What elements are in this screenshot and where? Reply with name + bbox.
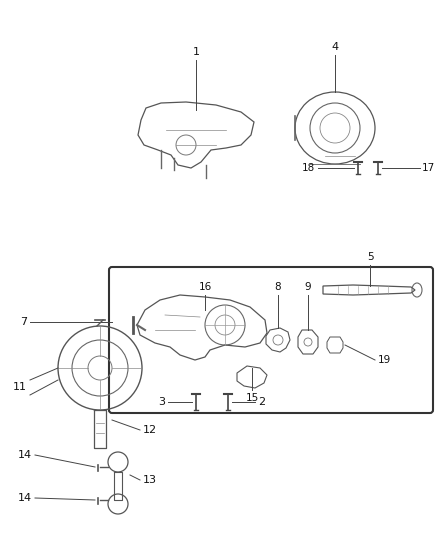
Text: 1: 1 (192, 47, 199, 57)
Text: 14: 14 (18, 450, 32, 460)
Text: 18: 18 (302, 163, 315, 173)
Text: 16: 16 (198, 282, 212, 292)
Text: 19: 19 (378, 355, 391, 365)
Text: 14: 14 (18, 493, 32, 503)
Text: 11: 11 (13, 382, 27, 392)
Text: 7: 7 (20, 317, 27, 327)
Text: 13: 13 (143, 475, 157, 485)
Text: 15: 15 (245, 393, 258, 403)
Text: 12: 12 (143, 425, 157, 435)
Text: 4: 4 (332, 42, 339, 52)
Text: 2: 2 (258, 397, 265, 407)
Text: 5: 5 (367, 252, 373, 262)
Text: 8: 8 (275, 282, 281, 292)
Text: 9: 9 (305, 282, 311, 292)
Text: 3: 3 (158, 397, 165, 407)
Text: 17: 17 (422, 163, 435, 173)
